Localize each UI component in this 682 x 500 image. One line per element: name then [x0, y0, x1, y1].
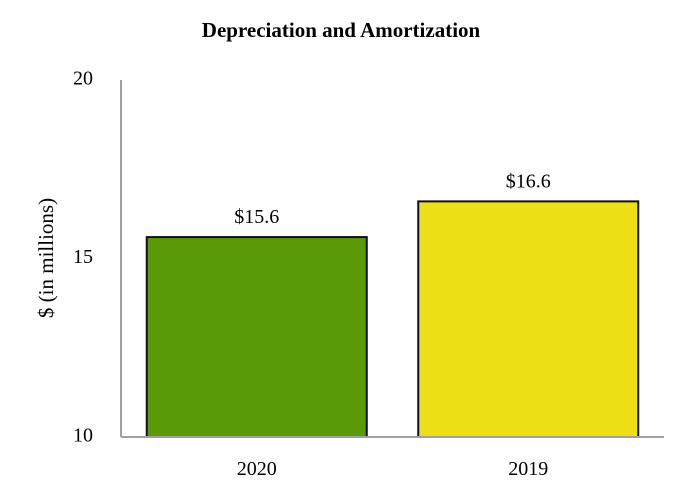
ticks-layer: 10 15 20 [73, 68, 93, 447]
y-tick-label: 15 [73, 246, 93, 268]
chart-title: Depreciation and Amortization [201, 18, 481, 42]
axes-layer [120, 80, 664, 438]
x-tick-label-2019: 2019 [508, 458, 548, 480]
data-label-2020: $15.6 [234, 206, 279, 228]
bar-2020 [145, 236, 368, 438]
bar-2019 [417, 200, 640, 438]
x-tick-label-2020: 2020 [237, 458, 277, 480]
data-label-2019: $16.6 [506, 170, 551, 192]
y-axis-title: $ (in millions) [34, 198, 58, 318]
y-tick-label: 10 [73, 425, 93, 447]
bars-layer [145, 200, 640, 438]
y-tick-label: 20 [73, 68, 93, 90]
labels-layer: $15.6 2020 $16.6 2019 [234, 170, 551, 480]
